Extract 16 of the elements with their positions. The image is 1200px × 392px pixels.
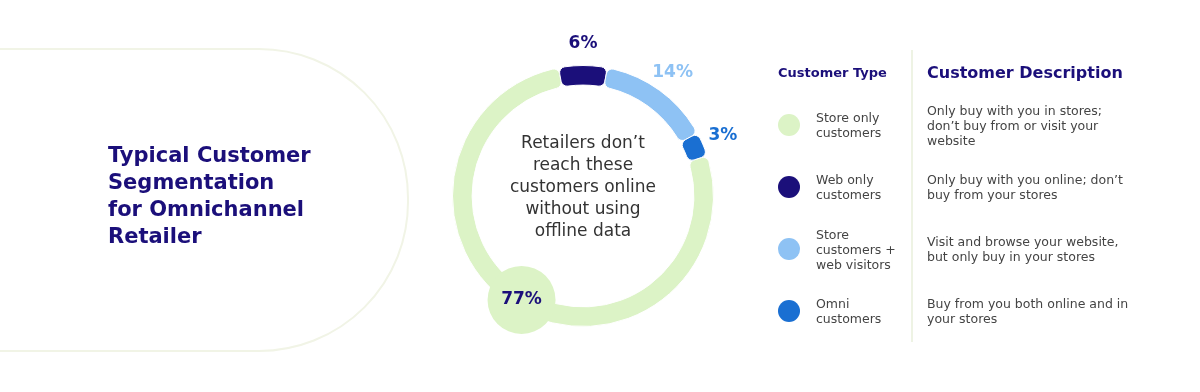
data-label: 77%: [501, 288, 542, 309]
legend-label: Omni customers: [816, 296, 883, 326]
text: Buy from you both online and in your stores: [927, 295, 1130, 328]
text: Customer Description: [927, 61, 1124, 84]
legend-label: Store customers + web visitors: [816, 226, 897, 272]
data-label: 6%: [568, 31, 598, 52]
legend-title: Customer Type: [778, 63, 888, 82]
text: Retailers don’t reach these customers online without using offline data: [508, 131, 658, 241]
legend-label: Store only customers: [816, 110, 883, 140]
legend-label: Web only customers: [816, 172, 883, 202]
text: Visit and browse your website, but only buy in your stores: [927, 233, 1120, 266]
text: Only buy with you in stores; don’t buy from or visit your website: [927, 101, 1103, 150]
text: Only buy with you online; don’t buy from your stores: [927, 171, 1124, 204]
text: Typical Customer Segmentation for Omnichannel Retailer: [108, 142, 312, 250]
data-label: 14%: [652, 61, 693, 82]
data-label: 3%: [708, 123, 738, 144]
